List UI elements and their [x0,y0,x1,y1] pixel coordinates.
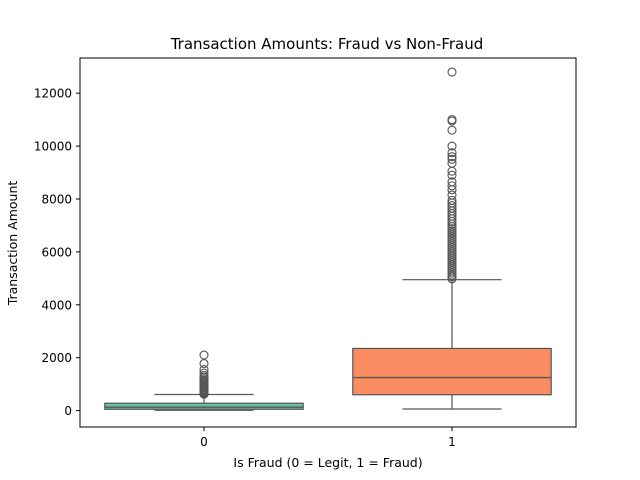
y-tick-label: 0 [64,404,72,418]
outlier-point [447,170,457,180]
y-tick-label: 2000 [41,351,72,365]
outlier-point [447,141,457,151]
iqr-box [104,402,304,410]
outlier-point [199,358,209,369]
outlier-point [447,154,457,164]
outlier-point [447,190,457,200]
outlier-point [199,350,209,360]
outlier-point [447,125,457,135]
outlier-point [447,115,457,125]
outlier-point [447,148,457,158]
plot-area [104,67,552,411]
y-tick-label: 12000 [34,87,72,101]
plot-frame [79,57,577,428]
x-axis-label: Is Fraud (0 = Legit, 1 = Fraud) [233,455,422,470]
outlier-point [447,158,457,168]
x-tick-label: 0 [200,435,208,449]
outlier-point [447,67,457,77]
outlier-point [447,195,457,205]
y-tick-label: 4000 [41,298,72,312]
x-tick-label: 1 [448,435,456,449]
iqr-box [352,347,552,396]
y-axis-label: Transaction Amount [5,181,20,307]
outlier-point [199,368,209,378]
y-tick-label: 10000 [34,140,72,154]
y-axis: 0 2000 4000 6000 8000 10000 12000 [34,87,80,418]
box-group-0 [104,350,304,411]
chart-title: Transaction Amounts: Fraud vs Non-Fraud [170,35,484,53]
outlier-point [447,152,457,162]
y-tick-label: 6000 [41,245,72,259]
y-tick-label: 8000 [41,192,72,206]
outlier-point [199,365,209,375]
box-group-1 [352,67,552,410]
outlier-point [199,370,209,380]
outlier-point [447,177,457,187]
outlier-point [447,201,457,211]
outlier-point [447,181,457,191]
